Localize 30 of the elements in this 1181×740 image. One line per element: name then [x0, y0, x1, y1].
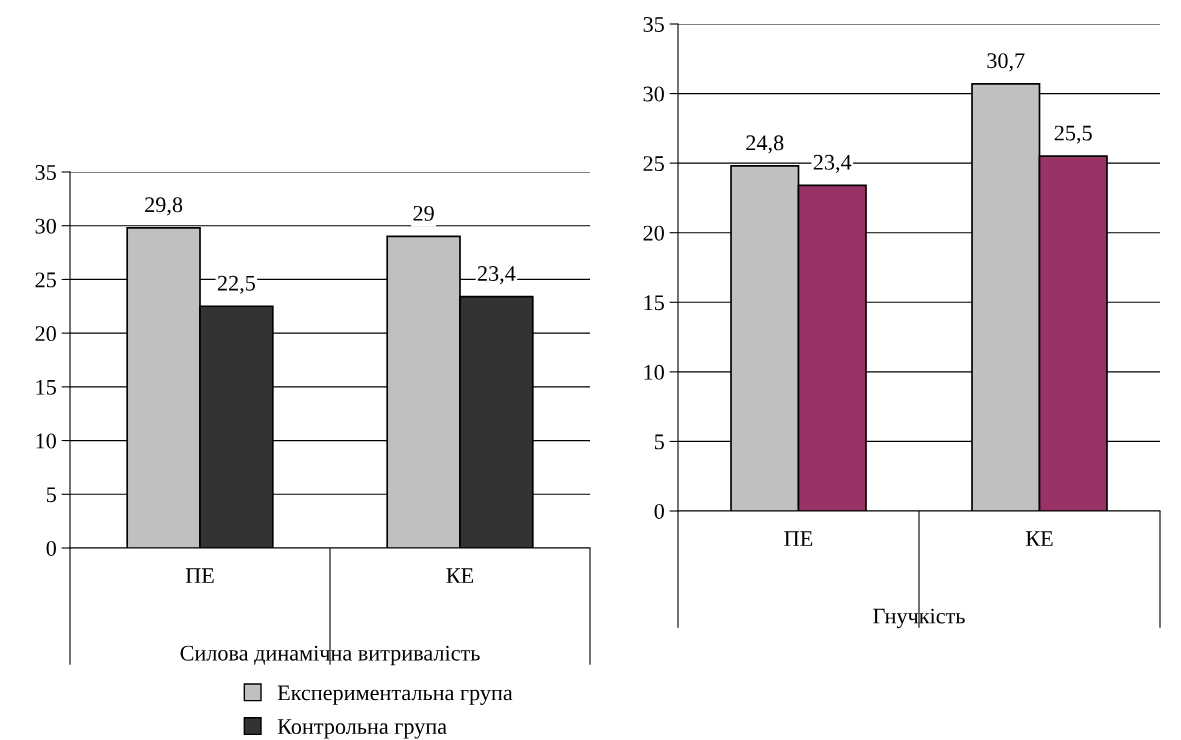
y-tick-label: 25 — [35, 272, 56, 288]
data-label: 29 — [413, 205, 434, 221]
y-tick-label: 15 — [36, 379, 56, 395]
y-tick-label: 35 — [35, 164, 56, 180]
y-tick-label: 0 — [46, 540, 56, 556]
y-tick-label: 5 — [46, 487, 56, 503]
y-tick-label: 20 — [643, 225, 664, 241]
data-label: 23,4 — [813, 154, 852, 173]
legend-label: Експериментальна група — [277, 685, 513, 705]
y-tick-label: 30 — [35, 218, 56, 234]
x-tick-label: ПЕ — [185, 568, 214, 583]
data-label: 30,7 — [987, 53, 1025, 72]
x-tick-label: КЕ — [1025, 531, 1053, 546]
y-tick-label: 35 — [643, 16, 664, 32]
x-tick-label: КЕ — [446, 568, 474, 583]
y-tick-label: 25 — [643, 156, 664, 172]
y-tick-label: 0 — [654, 503, 664, 519]
y-tick-label: 15 — [644, 295, 664, 311]
y-tick-label: 10 — [644, 364, 664, 380]
x-tick-label: ПЕ — [784, 531, 813, 546]
data-label: 22,5 — [217, 275, 255, 294]
data-label: 29,8 — [145, 197, 183, 216]
y-tick-label: 5 — [654, 434, 664, 450]
y-tick-label: 10 — [36, 433, 56, 449]
legend-label: Контрольна група — [277, 719, 447, 739]
y-tick-label: 20 — [35, 326, 56, 342]
data-label: 23,4 — [477, 266, 516, 285]
data-label: 25,5 — [1054, 125, 1092, 144]
y-tick-label: 30 — [643, 86, 664, 102]
data-label: 24,8 — [746, 135, 784, 154]
